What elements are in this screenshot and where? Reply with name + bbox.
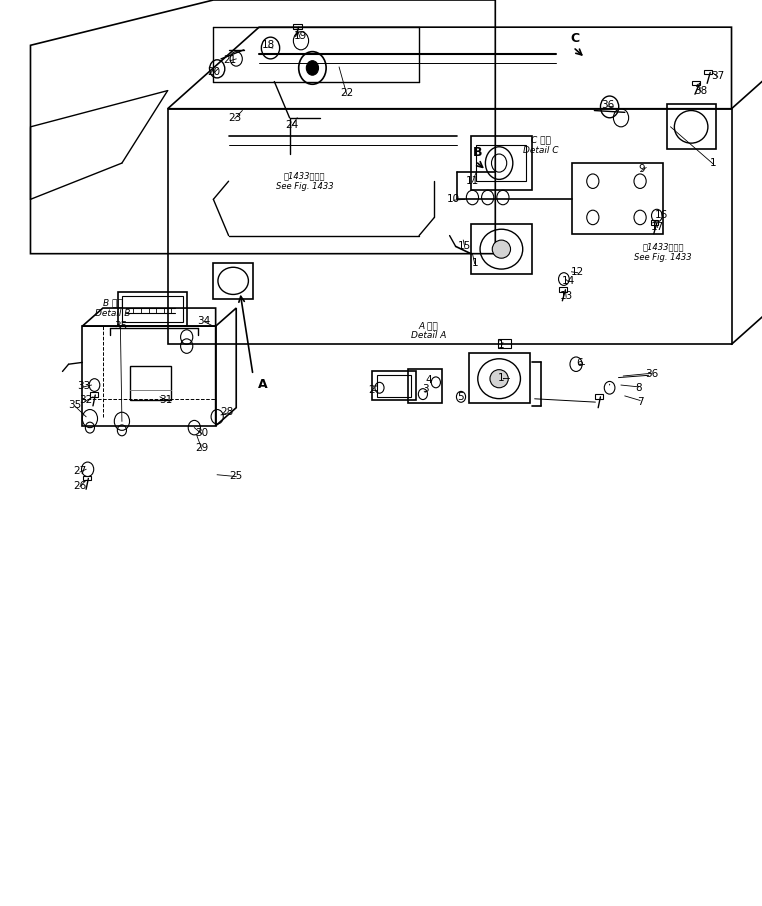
Text: 32: 32 bbox=[78, 395, 92, 406]
Text: 1: 1 bbox=[498, 372, 504, 383]
Bar bbox=[90, 392, 98, 397]
Text: 24: 24 bbox=[285, 120, 299, 130]
Text: 10: 10 bbox=[447, 194, 460, 205]
Text: 13: 13 bbox=[559, 291, 573, 302]
Text: 第1433図参照
See Fig. 1433: 第1433図参照 See Fig. 1433 bbox=[634, 242, 692, 262]
Text: 26: 26 bbox=[73, 480, 87, 491]
Text: 30: 30 bbox=[195, 428, 209, 439]
Bar bbox=[122, 296, 183, 322]
Text: 14: 14 bbox=[562, 275, 575, 286]
Text: B: B bbox=[473, 147, 482, 159]
Text: 23: 23 bbox=[228, 112, 242, 123]
Text: C 詳細
Detail C: C 詳細 Detail C bbox=[523, 135, 559, 155]
Text: 21: 21 bbox=[223, 54, 237, 65]
Text: 33: 33 bbox=[77, 381, 91, 391]
Bar bbox=[293, 24, 302, 29]
Bar bbox=[476, 145, 526, 181]
Bar bbox=[471, 136, 532, 190]
Text: 25: 25 bbox=[229, 470, 243, 481]
Text: B 詳細
Detail B: B 詳細 Detail B bbox=[95, 298, 130, 318]
Bar bbox=[408, 369, 442, 403]
Text: 22: 22 bbox=[340, 88, 354, 99]
Bar bbox=[118, 292, 187, 326]
Text: 34: 34 bbox=[197, 315, 211, 326]
Text: 第1433図参照
See Fig. 1433: 第1433図参照 See Fig. 1433 bbox=[276, 171, 334, 191]
Text: A 詳細
Detail A: A 詳細 Detail A bbox=[411, 321, 446, 341]
Text: 9: 9 bbox=[639, 164, 645, 175]
Text: 1: 1 bbox=[498, 340, 504, 351]
Bar bbox=[377, 375, 411, 397]
Text: A: A bbox=[258, 378, 267, 390]
Text: 29: 29 bbox=[195, 443, 209, 454]
Bar bbox=[82, 326, 216, 426]
Text: 2: 2 bbox=[369, 384, 375, 395]
Text: 7: 7 bbox=[637, 397, 643, 408]
Text: 31: 31 bbox=[159, 395, 173, 406]
Text: 16: 16 bbox=[655, 209, 668, 220]
Bar bbox=[559, 287, 567, 292]
Bar bbox=[595, 394, 603, 399]
Text: 28: 28 bbox=[220, 407, 234, 418]
Bar bbox=[651, 220, 658, 225]
Text: 1: 1 bbox=[710, 158, 716, 169]
Text: 4: 4 bbox=[426, 374, 432, 385]
Ellipse shape bbox=[490, 370, 508, 388]
Bar bbox=[498, 339, 511, 348]
Text: 17: 17 bbox=[651, 221, 664, 232]
Bar bbox=[469, 353, 530, 403]
Text: 5: 5 bbox=[457, 391, 463, 402]
Text: 19: 19 bbox=[293, 31, 307, 42]
Bar bbox=[667, 104, 716, 149]
Text: C: C bbox=[571, 33, 580, 45]
Text: 18: 18 bbox=[261, 40, 275, 51]
Bar bbox=[471, 224, 532, 274]
Text: 3: 3 bbox=[422, 383, 428, 394]
Bar bbox=[704, 70, 712, 74]
Text: 36: 36 bbox=[600, 100, 614, 111]
Text: 37: 37 bbox=[711, 71, 725, 82]
Text: 27: 27 bbox=[73, 466, 87, 477]
Ellipse shape bbox=[492, 240, 511, 258]
Bar bbox=[692, 81, 700, 85]
Text: 35: 35 bbox=[114, 321, 127, 332]
Bar bbox=[83, 476, 91, 480]
Bar bbox=[372, 371, 416, 400]
Bar bbox=[213, 263, 253, 299]
Text: 20: 20 bbox=[207, 67, 220, 78]
Text: 8: 8 bbox=[636, 382, 642, 393]
Text: 11: 11 bbox=[466, 176, 479, 187]
Text: 1: 1 bbox=[472, 257, 478, 268]
Text: 38: 38 bbox=[694, 85, 708, 96]
Bar bbox=[130, 366, 171, 400]
Text: 12: 12 bbox=[571, 266, 584, 277]
Text: 35: 35 bbox=[68, 400, 82, 410]
Ellipse shape bbox=[306, 61, 319, 75]
Text: 36: 36 bbox=[645, 369, 658, 380]
Text: 15: 15 bbox=[458, 241, 472, 252]
Text: 6: 6 bbox=[576, 358, 582, 369]
